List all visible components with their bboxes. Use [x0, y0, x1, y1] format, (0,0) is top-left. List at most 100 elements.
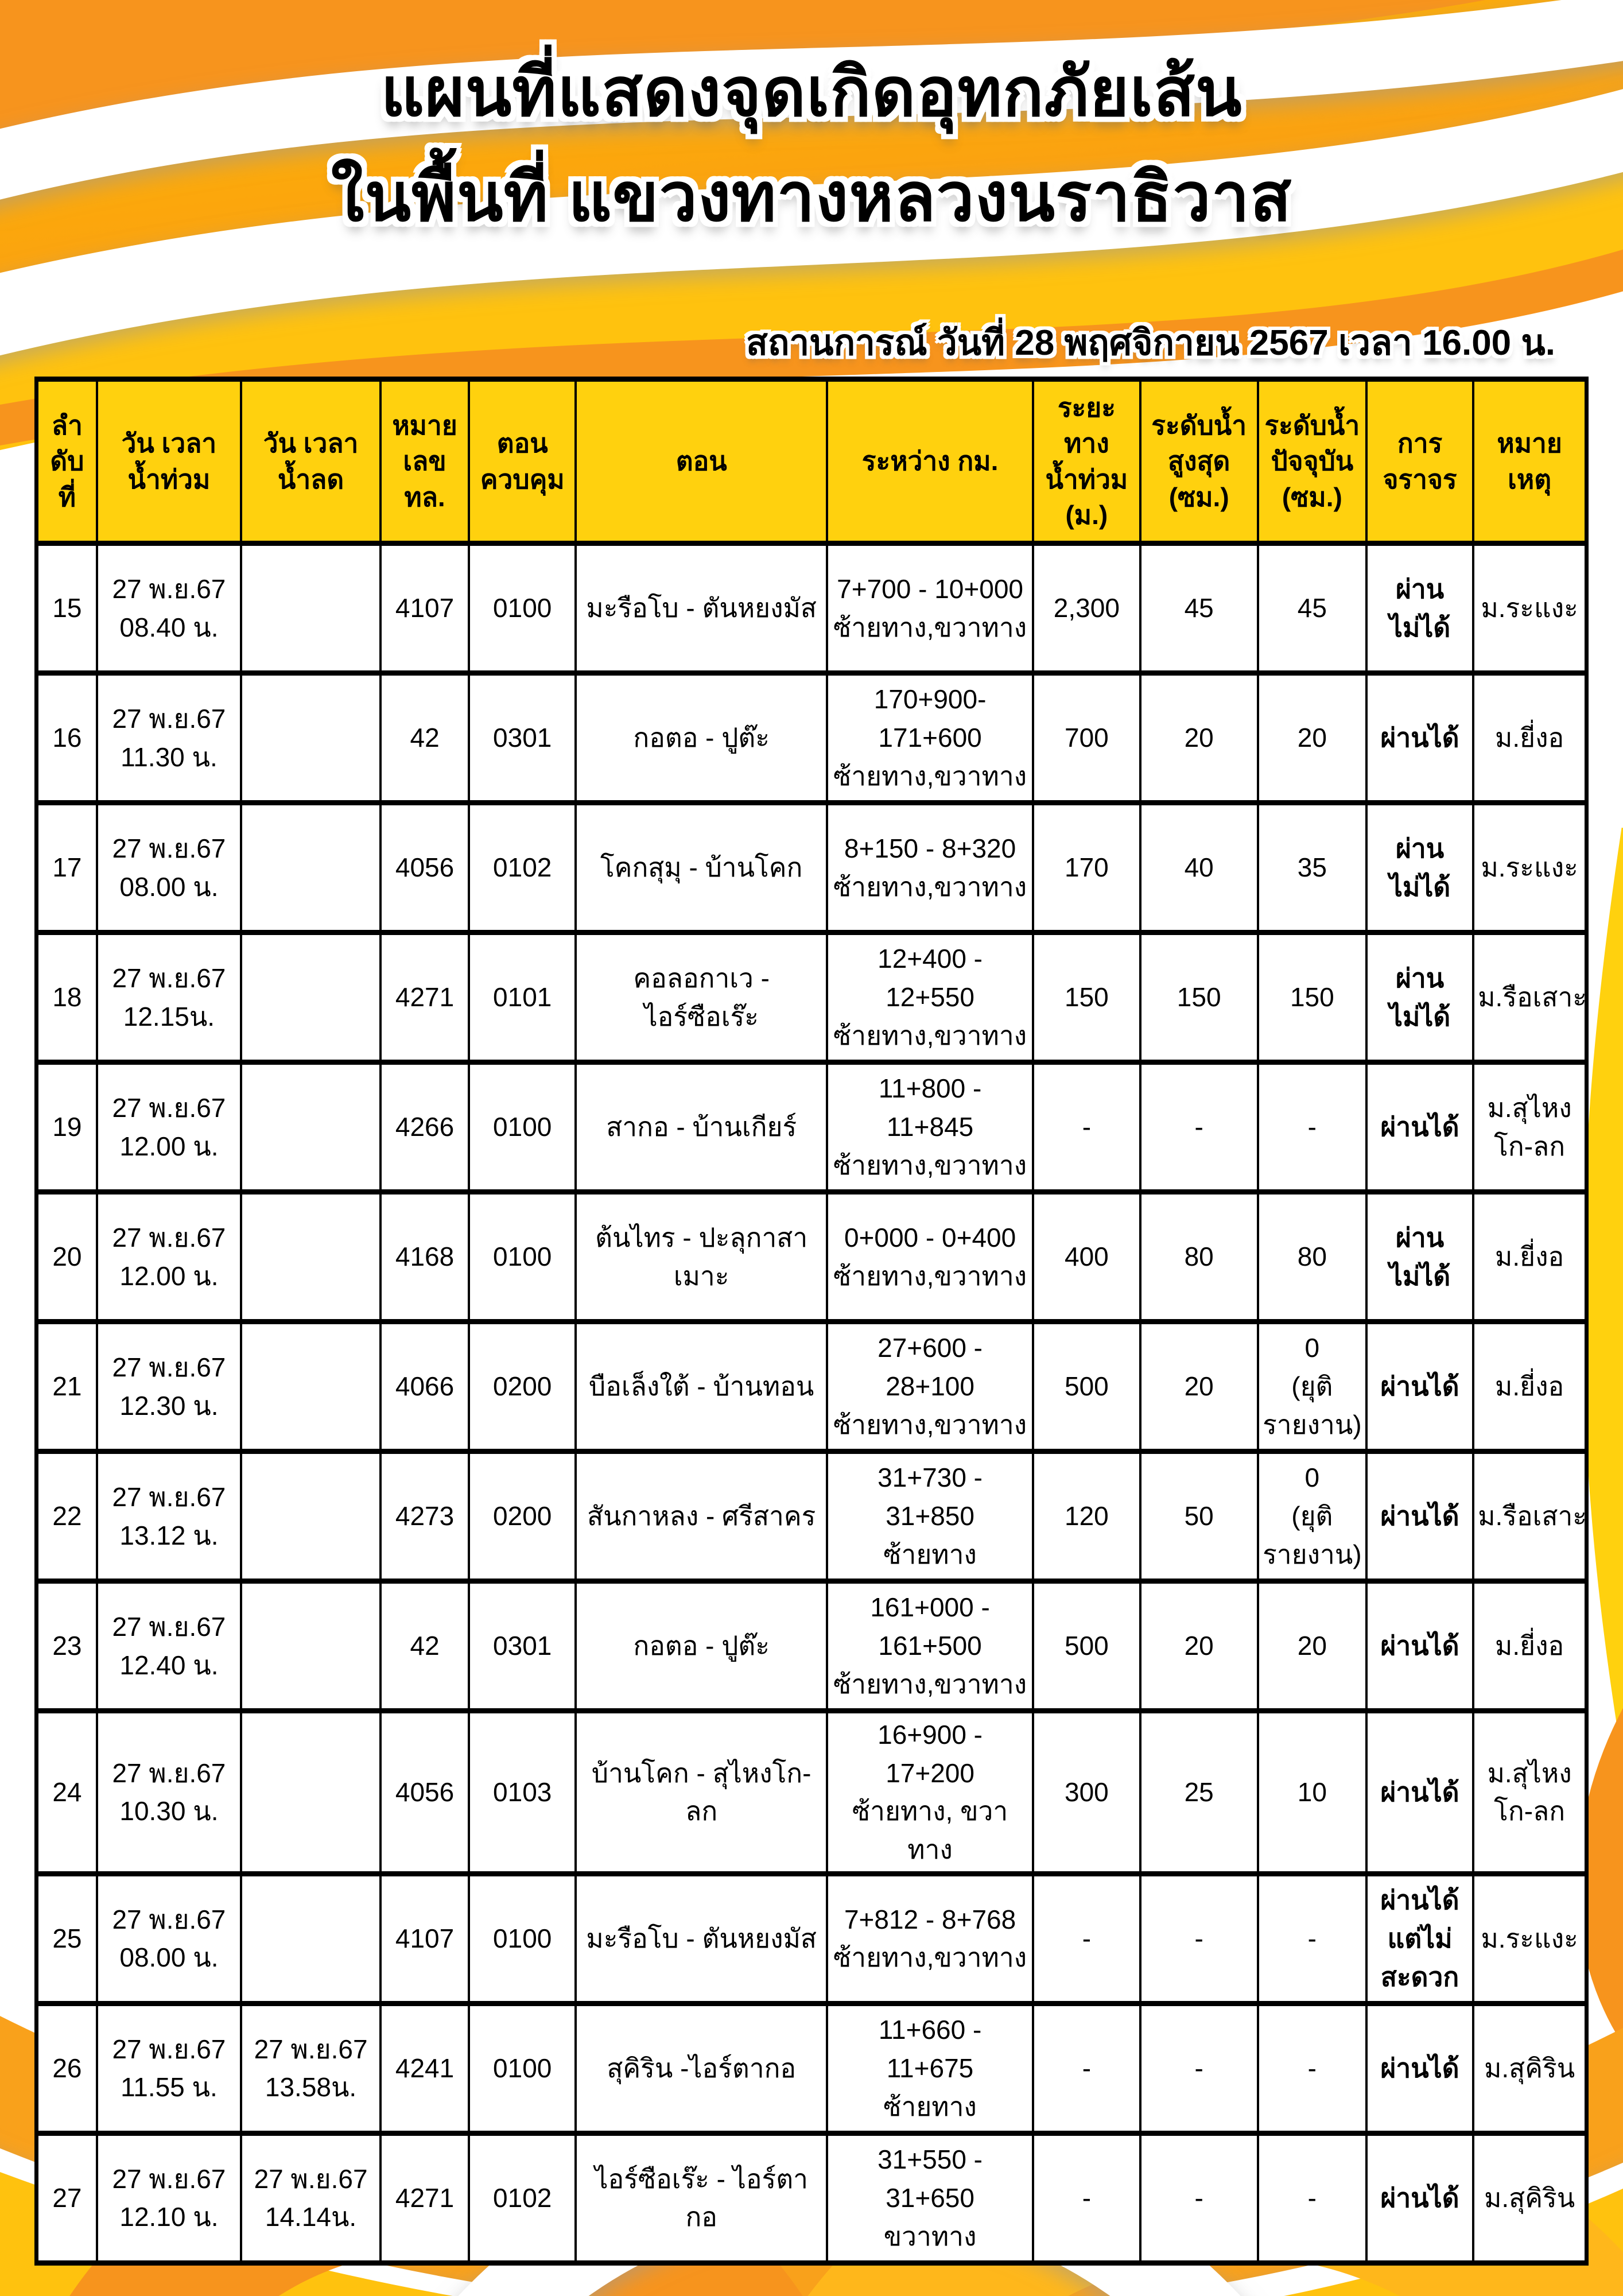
- recede-datetime: 27 พ.ย.67 14.14น.: [240, 2130, 382, 2266]
- control-section: 0100: [468, 1060, 577, 1194]
- flood-datetime: 27 พ.ย.67 13.12 น.: [95, 1449, 243, 1584]
- header-km-range: ระหว่าง กม.: [825, 377, 1035, 546]
- recede-datetime: [240, 541, 382, 676]
- flood-datetime: 27 พ.ย.67 08.00 น.: [95, 800, 243, 935]
- traffic-status: ผ่าน ไม่ได้: [1365, 800, 1475, 935]
- flood-length-m: -: [1032, 2000, 1141, 2136]
- km-range: 16+900 - 17+200 ซ้ายทาง, ขวาทาง: [825, 1708, 1035, 1876]
- recede-datetime: [240, 670, 382, 805]
- flood-datetime: 27 พ.ย.67 08.40 น.: [95, 541, 243, 676]
- flood-length-m: 120: [1032, 1449, 1141, 1584]
- traffic-status: ผ่านได้: [1365, 1060, 1475, 1194]
- table-header: ลำ ดับ ที่ วัน เวลา น้ำท่วม วัน เวลา น้ำ…: [35, 377, 1588, 546]
- max-water-level-cm: -: [1139, 1871, 1259, 2006]
- highway-number: 4271: [379, 2130, 471, 2266]
- recede-datetime: [240, 1708, 382, 1876]
- flood-length-m: 300: [1032, 1708, 1141, 1876]
- control-section: 0200: [468, 1319, 577, 1454]
- top-ribbon-3: [0, 123, 1623, 451]
- max-water-level-cm: -: [1139, 1060, 1259, 1194]
- remark: ม.รือเสาะ: [1472, 1449, 1588, 1584]
- current-water-level-cm: 35: [1256, 800, 1368, 935]
- header-row-number: ลำ ดับ ที่: [35, 377, 98, 546]
- max-water-level-cm: 20: [1139, 1578, 1259, 1713]
- recede-datetime: [240, 1578, 382, 1713]
- table-header-row: ลำ ดับ ที่ วัน เวลา น้ำท่วม วัน เวลา น้ำ…: [35, 377, 1588, 546]
- max-water-level-cm: -: [1139, 2000, 1259, 2136]
- flood-datetime: 27 พ.ย.67 12.00 น.: [95, 1189, 243, 1324]
- flood-datetime: 27 พ.ย.67 12.15น.: [95, 930, 243, 1065]
- remark: ม.ยี่งอ: [1472, 670, 1588, 805]
- table-row: 18 27 พ.ย.67 12.15น. 4271 0101 คอลอกาเว - ไอ…: [35, 930, 1588, 1065]
- flood-datetime: 27 พ.ย.67 12.40 น.: [95, 1578, 243, 1713]
- km-range: 161+000 - 161+500 ซ้ายทาง,ขวาทาง: [825, 1578, 1035, 1713]
- highway-number: 4066: [379, 1319, 471, 1454]
- traffic-status: ผ่าน ไม่ได้: [1365, 930, 1475, 1065]
- flood-length-m: -: [1032, 1060, 1141, 1194]
- recede-datetime: [240, 930, 382, 1065]
- header-highway-number: หมาย เลข ทล.: [379, 377, 471, 546]
- section-name: ต้นไทร - ปะลุกาสาเมาะ: [574, 1189, 828, 1324]
- control-section: 0103: [468, 1708, 577, 1876]
- highway-number: 4168: [379, 1189, 471, 1324]
- highway-number: 4107: [379, 1871, 471, 2006]
- recede-datetime: [240, 1319, 382, 1454]
- page-title: แผนที่แสดงจุดเกิดอุทกภัยเส้น ในพื้นที่ แ…: [0, 40, 1623, 250]
- flood-length-m: 400: [1032, 1189, 1141, 1324]
- remark: ม.สุคิริน: [1472, 2000, 1588, 2136]
- km-range: 12+400 - 12+550 ซ้ายทาง,ขวาทาง: [825, 930, 1035, 1065]
- max-water-level-cm: 20: [1139, 670, 1259, 805]
- row-number: 25: [35, 1871, 98, 2006]
- section-name: กอตอ - ปูต๊ะ: [574, 1578, 828, 1713]
- remark: ม.ระแงะ: [1472, 541, 1588, 676]
- page-title-line2: ในพื้นที่ แขวงทางหลวงนราธิวาส: [331, 159, 1292, 235]
- current-water-level-cm: 150: [1256, 930, 1368, 1065]
- table-row: 22 27 พ.ย.67 13.12 น. 4273 0200 สันกาหลง - ศ…: [35, 1449, 1588, 1584]
- traffic-status: ผ่านได้: [1365, 2130, 1475, 2266]
- table-row: 19 27 พ.ย.67 12.00 น. 4266 0100 สากอ - บ้านเ…: [35, 1060, 1588, 1194]
- page-title-line1: แผนที่แสดงจุดเกิดอุทกภัยเส้น: [380, 55, 1243, 130]
- table-row: 20 27 พ.ย.67 12.00 น. 4168 0100 ต้นไทร - ปะล…: [35, 1189, 1588, 1324]
- section-name: สากอ - บ้านเกียร์: [574, 1060, 828, 1194]
- traffic-status: ผ่านได้: [1365, 670, 1475, 805]
- current-water-level-cm: 80: [1256, 1189, 1368, 1324]
- current-water-level-cm: 10: [1256, 1708, 1368, 1876]
- flood-length-m: -: [1032, 2130, 1141, 2266]
- current-water-level-cm: 20: [1256, 670, 1368, 805]
- km-range: 11+800 - 11+845 ซ้ายทาง,ขวาทาง: [825, 1060, 1035, 1194]
- table-row: 16 27 พ.ย.67 11.30 น. 42 0301 กอตอ - ปูต๊ะ 17…: [35, 670, 1588, 805]
- section-name: มะรือโบ - ตันหยงมัส: [574, 1871, 828, 2006]
- km-range: 27+600 - 28+100 ซ้ายทาง,ขวาทาง: [825, 1319, 1035, 1454]
- top-ribbon-white-2: [0, 89, 1623, 356]
- row-number: 17: [35, 800, 98, 935]
- recede-datetime: [240, 800, 382, 935]
- control-section: 0100: [468, 541, 577, 676]
- table-row: 17 27 พ.ย.67 08.00 น. 4056 0102 โคกสุมุ - บ้…: [35, 800, 1588, 935]
- row-number: 16: [35, 670, 98, 805]
- table-row: 26 27 พ.ย.67 11.55 น. 27 พ.ย.67 13.58น. 424…: [35, 2000, 1588, 2136]
- recede-datetime: 27 พ.ย.67 13.58น.: [240, 2000, 382, 2136]
- top-ribbon-white-1: [0, 0, 1623, 200]
- recede-datetime: [240, 1060, 382, 1194]
- section-name: บือเล็งใต้ - บ้านทอน: [574, 1319, 828, 1454]
- max-water-level-cm: 150: [1139, 930, 1259, 1065]
- max-water-level-cm: 50: [1139, 1449, 1259, 1584]
- table-row: 15 27 พ.ย.67 08.40 น. 4107 0100 มะรือโบ - ตั…: [35, 541, 1588, 676]
- max-water-level-cm: 25: [1139, 1708, 1259, 1876]
- highway-number: 4271: [379, 930, 471, 1065]
- row-number: 24: [35, 1708, 98, 1876]
- km-range: 11+660 - 11+675 ซ้ายทาง: [825, 2000, 1035, 2136]
- highway-number: 42: [379, 670, 471, 805]
- current-water-level-cm: 20: [1256, 1578, 1368, 1713]
- remark: ม.ยี่งอ: [1472, 1319, 1588, 1454]
- flood-length-m: 170: [1032, 800, 1141, 935]
- control-section: 0102: [468, 800, 577, 935]
- table-row: 27 27 พ.ย.67 12.10 น. 27 พ.ย.67 14.14น. 427…: [35, 2130, 1588, 2266]
- max-water-level-cm: 45: [1139, 541, 1259, 676]
- flood-length-m: 500: [1032, 1578, 1141, 1713]
- header-remark: หมาย เหตุ: [1472, 377, 1588, 546]
- max-water-level-cm: 40: [1139, 800, 1259, 935]
- max-water-level-cm: 80: [1139, 1189, 1259, 1324]
- section-name: กอตอ - ปูต๊ะ: [574, 670, 828, 805]
- flood-length-m: -: [1032, 1871, 1141, 2006]
